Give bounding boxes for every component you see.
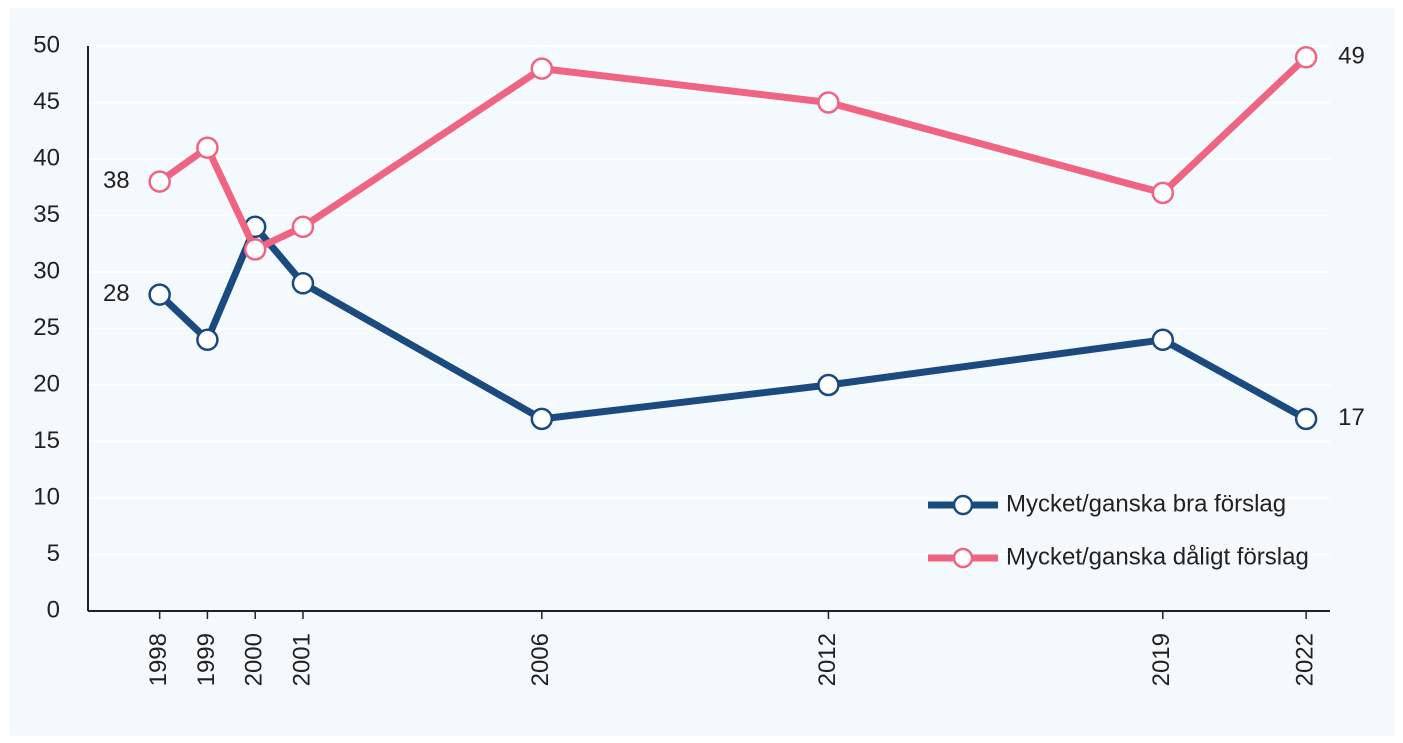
y-tick-label: 25	[33, 314, 60, 341]
data-point	[1294, 46, 1318, 69]
x-tick-label: 1999	[193, 633, 220, 686]
data-point	[291, 272, 315, 295]
x-tick-label: 2022	[1291, 633, 1318, 686]
legend-marker	[952, 494, 974, 516]
data-label: 49	[1338, 43, 1365, 70]
data-point	[1151, 181, 1175, 205]
y-tick-label: 10	[33, 483, 60, 510]
legend-label: Mycket/ganska bra förslag	[1006, 490, 1286, 517]
y-tick-label: 5	[47, 540, 60, 567]
data-point	[243, 238, 267, 261]
legend-label: Mycket/ganska dåligt förslag	[1006, 543, 1309, 570]
data-label: 38	[103, 167, 130, 194]
y-tick-label: 35	[33, 201, 60, 228]
data-point	[817, 373, 840, 397]
y-tick-label: 50	[33, 31, 60, 58]
data-point	[1294, 407, 1318, 431]
y-tick-label: 30	[33, 257, 60, 284]
x-tick-label: 2000	[241, 633, 268, 686]
data-point	[196, 328, 219, 352]
y-tick-label: 20	[33, 370, 60, 397]
data-point	[817, 91, 840, 114]
x-tick-label: 1998	[145, 633, 172, 686]
data-point	[148, 170, 171, 193]
data-point	[1151, 328, 1175, 352]
data-point	[291, 215, 315, 239]
data-point	[530, 407, 554, 431]
x-tick-label: 2019	[1148, 633, 1175, 686]
data-point	[530, 57, 554, 80]
data-point	[196, 136, 219, 159]
y-tick-label: 45	[33, 88, 60, 115]
series-line	[157, 54, 1309, 253]
y-tick-label: 0	[47, 596, 60, 623]
x-tick-label: 2006	[527, 633, 554, 686]
data-point	[148, 283, 171, 306]
y-tick-label: 40	[33, 144, 60, 171]
y-tick-label: 15	[33, 427, 60, 454]
series-line	[157, 223, 1308, 423]
x-tick-label: 2012	[814, 633, 841, 686]
data-label: 17	[1338, 404, 1365, 431]
plot-background	[10, 8, 1395, 736]
x-tick-label: 2001	[288, 633, 315, 686]
legend-marker	[952, 547, 974, 569]
data-label: 28	[103, 280, 130, 307]
